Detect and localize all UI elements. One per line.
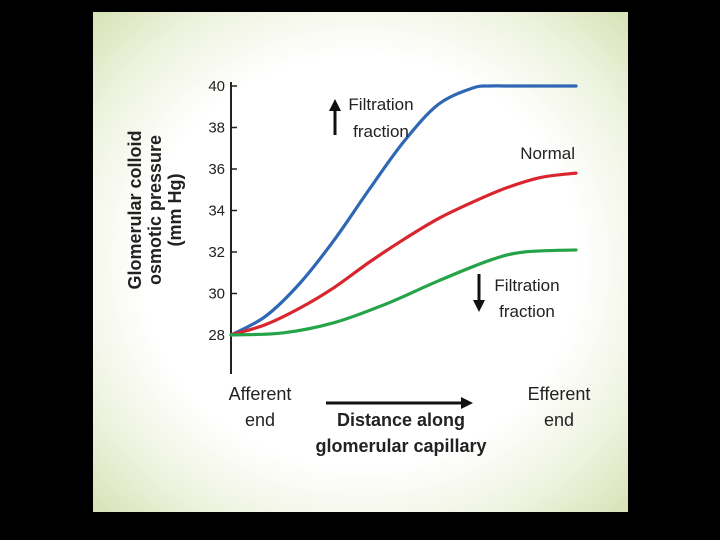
y-tick-label: 40 — [208, 78, 225, 95]
afferent-end-label: Afferent — [229, 384, 292, 404]
y-tick-label: 32 — [208, 244, 225, 261]
y-axis-title-line: Glomerular colloid — [125, 130, 145, 289]
y-tick-label: 34 — [208, 203, 225, 220]
y-axis-title-line: (mm Hg) — [165, 174, 185, 247]
y-tick-label: 36 — [208, 161, 225, 178]
y-axis-title: Glomerular colloid osmotic pressure (mm Hg… — [125, 130, 185, 289]
direction-arrow-icon — [326, 397, 473, 409]
y-tick-label: 38 — [208, 120, 225, 137]
y-tick-label: 30 — [208, 286, 225, 303]
up-arrow-icon — [329, 99, 341, 135]
x-axis-title: glomerular capillary — [315, 436, 486, 456]
decreased-filtration-label: fraction — [499, 302, 555, 321]
increased-filtration-line — [229, 84, 578, 337]
decreased-filtration-label: Filtration — [494, 276, 559, 295]
x-axis-title: Distance along — [337, 410, 465, 430]
down-arrow-icon — [473, 274, 485, 312]
efferent-end-label: Efferent — [528, 384, 591, 404]
increased-filtration-label: Filtration — [348, 95, 413, 114]
afferent-end-label: end — [245, 410, 275, 430]
increased-filtration-label: fraction — [353, 122, 409, 141]
slide-frame: 28 30 32 34 36 38 40 Glomerular colloid osmotic … — [93, 12, 628, 512]
y-axis-title-line: osmotic pressure — [145, 135, 165, 285]
osmotic-pressure-chart: 28 30 32 34 36 38 40 Glomerular colloid osmotic … — [125, 78, 591, 456]
y-tick-label: 28 — [208, 327, 225, 344]
normal-label: Normal — [520, 144, 575, 163]
decreased-filtration-line — [229, 248, 578, 337]
normal-line — [229, 171, 578, 337]
efferent-end-label: end — [544, 410, 574, 430]
